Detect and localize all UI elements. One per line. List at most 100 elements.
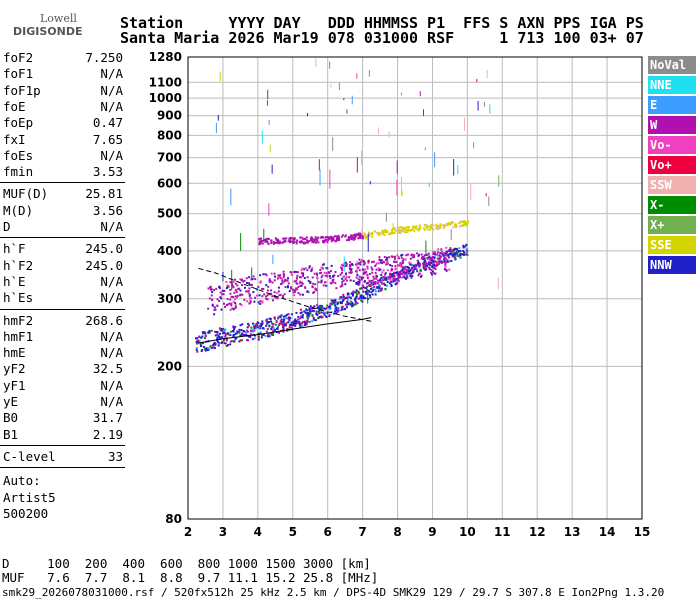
echo-point (208, 297, 211, 300)
echo-point (419, 269, 422, 272)
echo-point (224, 335, 227, 338)
echo-point (353, 233, 356, 236)
y-tick-label: 900 (157, 109, 182, 123)
echo-point (253, 300, 256, 303)
echo-point (357, 290, 360, 293)
x-tick-label: 6 (324, 525, 332, 539)
echo-point (439, 224, 442, 227)
echo-point (286, 328, 289, 331)
echo-point (201, 342, 204, 345)
param-label: MUF(D) (3, 186, 49, 202)
echo-point (391, 232, 394, 235)
echo-point (261, 320, 264, 323)
echo-point (268, 324, 271, 327)
echo-point (321, 315, 324, 318)
echo-point (240, 339, 243, 342)
echo-point (306, 241, 309, 244)
echo-point (345, 263, 348, 266)
echo-point (300, 272, 303, 275)
echo-point (327, 271, 330, 274)
echo-point (409, 257, 412, 260)
echo-point (394, 268, 397, 271)
echo-point (302, 242, 305, 245)
echo-point (386, 269, 389, 272)
echo-point (349, 303, 352, 306)
echo-point (316, 236, 319, 239)
echo-point (433, 272, 436, 275)
param-label: yF1 (3, 377, 26, 393)
echo-point (313, 310, 316, 313)
echo-point (308, 307, 311, 310)
echo-point (271, 299, 274, 302)
param-value: N/A (100, 147, 123, 163)
echo-point (349, 261, 352, 264)
param-value: N/A (100, 290, 123, 306)
echo-point (428, 261, 431, 264)
echo-point (223, 342, 226, 345)
echo-point (213, 313, 216, 316)
echo-point (234, 333, 237, 336)
param-value: N/A (100, 394, 123, 409)
echo-point (234, 289, 237, 292)
echo-point (340, 301, 343, 304)
echo-point (285, 322, 288, 325)
echo-point (443, 253, 446, 256)
echo-point (195, 340, 198, 343)
echo-point (234, 278, 237, 281)
echo-point (328, 315, 331, 318)
echo-point (288, 316, 291, 319)
echo-point (315, 312, 318, 315)
echo-point (329, 302, 332, 305)
echo-point (273, 291, 276, 294)
echo-point (324, 281, 327, 284)
echo-point (423, 224, 426, 227)
echo-point (327, 306, 330, 309)
echo-point (290, 286, 293, 289)
echo-point (382, 269, 385, 272)
echo-point (403, 228, 406, 231)
echo-point (453, 254, 456, 257)
echo-point (213, 341, 216, 344)
param-label: B0 (3, 410, 19, 426)
echo-point (455, 250, 458, 253)
echo-point (416, 252, 419, 255)
echo-point (321, 274, 324, 277)
echo-point (270, 327, 273, 330)
echo-point (309, 309, 312, 312)
echo-point (417, 229, 420, 232)
echo-point (272, 334, 275, 337)
echo-point (245, 290, 248, 293)
echo-point (247, 339, 250, 342)
echo-point (378, 256, 381, 259)
echo-point (428, 266, 431, 269)
echo-point (381, 271, 384, 274)
echo-point (375, 274, 378, 277)
echo-point (381, 229, 384, 232)
echo-point (361, 287, 364, 290)
echo-point (303, 238, 306, 241)
echo-point (256, 321, 259, 324)
echo-point (281, 241, 284, 244)
echo-point (240, 334, 243, 337)
echo-point (446, 254, 449, 257)
y-tick-label: 1000 (149, 91, 182, 105)
echo-point (445, 251, 448, 254)
echo-point (361, 268, 364, 271)
echo-point (226, 332, 229, 335)
echo-point (334, 282, 337, 285)
echo-point (345, 272, 348, 275)
x-tick-label: 13 (564, 525, 581, 539)
echo-point (339, 301, 342, 304)
echo-point (371, 293, 374, 296)
echo-point (335, 239, 338, 242)
echo-point (333, 312, 336, 315)
echo-point (332, 236, 335, 239)
echo-point (357, 278, 360, 281)
param-value: N/A (100, 98, 123, 114)
echo-point (277, 240, 280, 243)
echo-point (363, 235, 366, 238)
param-label: hmE (3, 345, 26, 361)
echo-point (282, 320, 285, 323)
echo-point (317, 281, 320, 284)
echo-point (309, 280, 312, 283)
